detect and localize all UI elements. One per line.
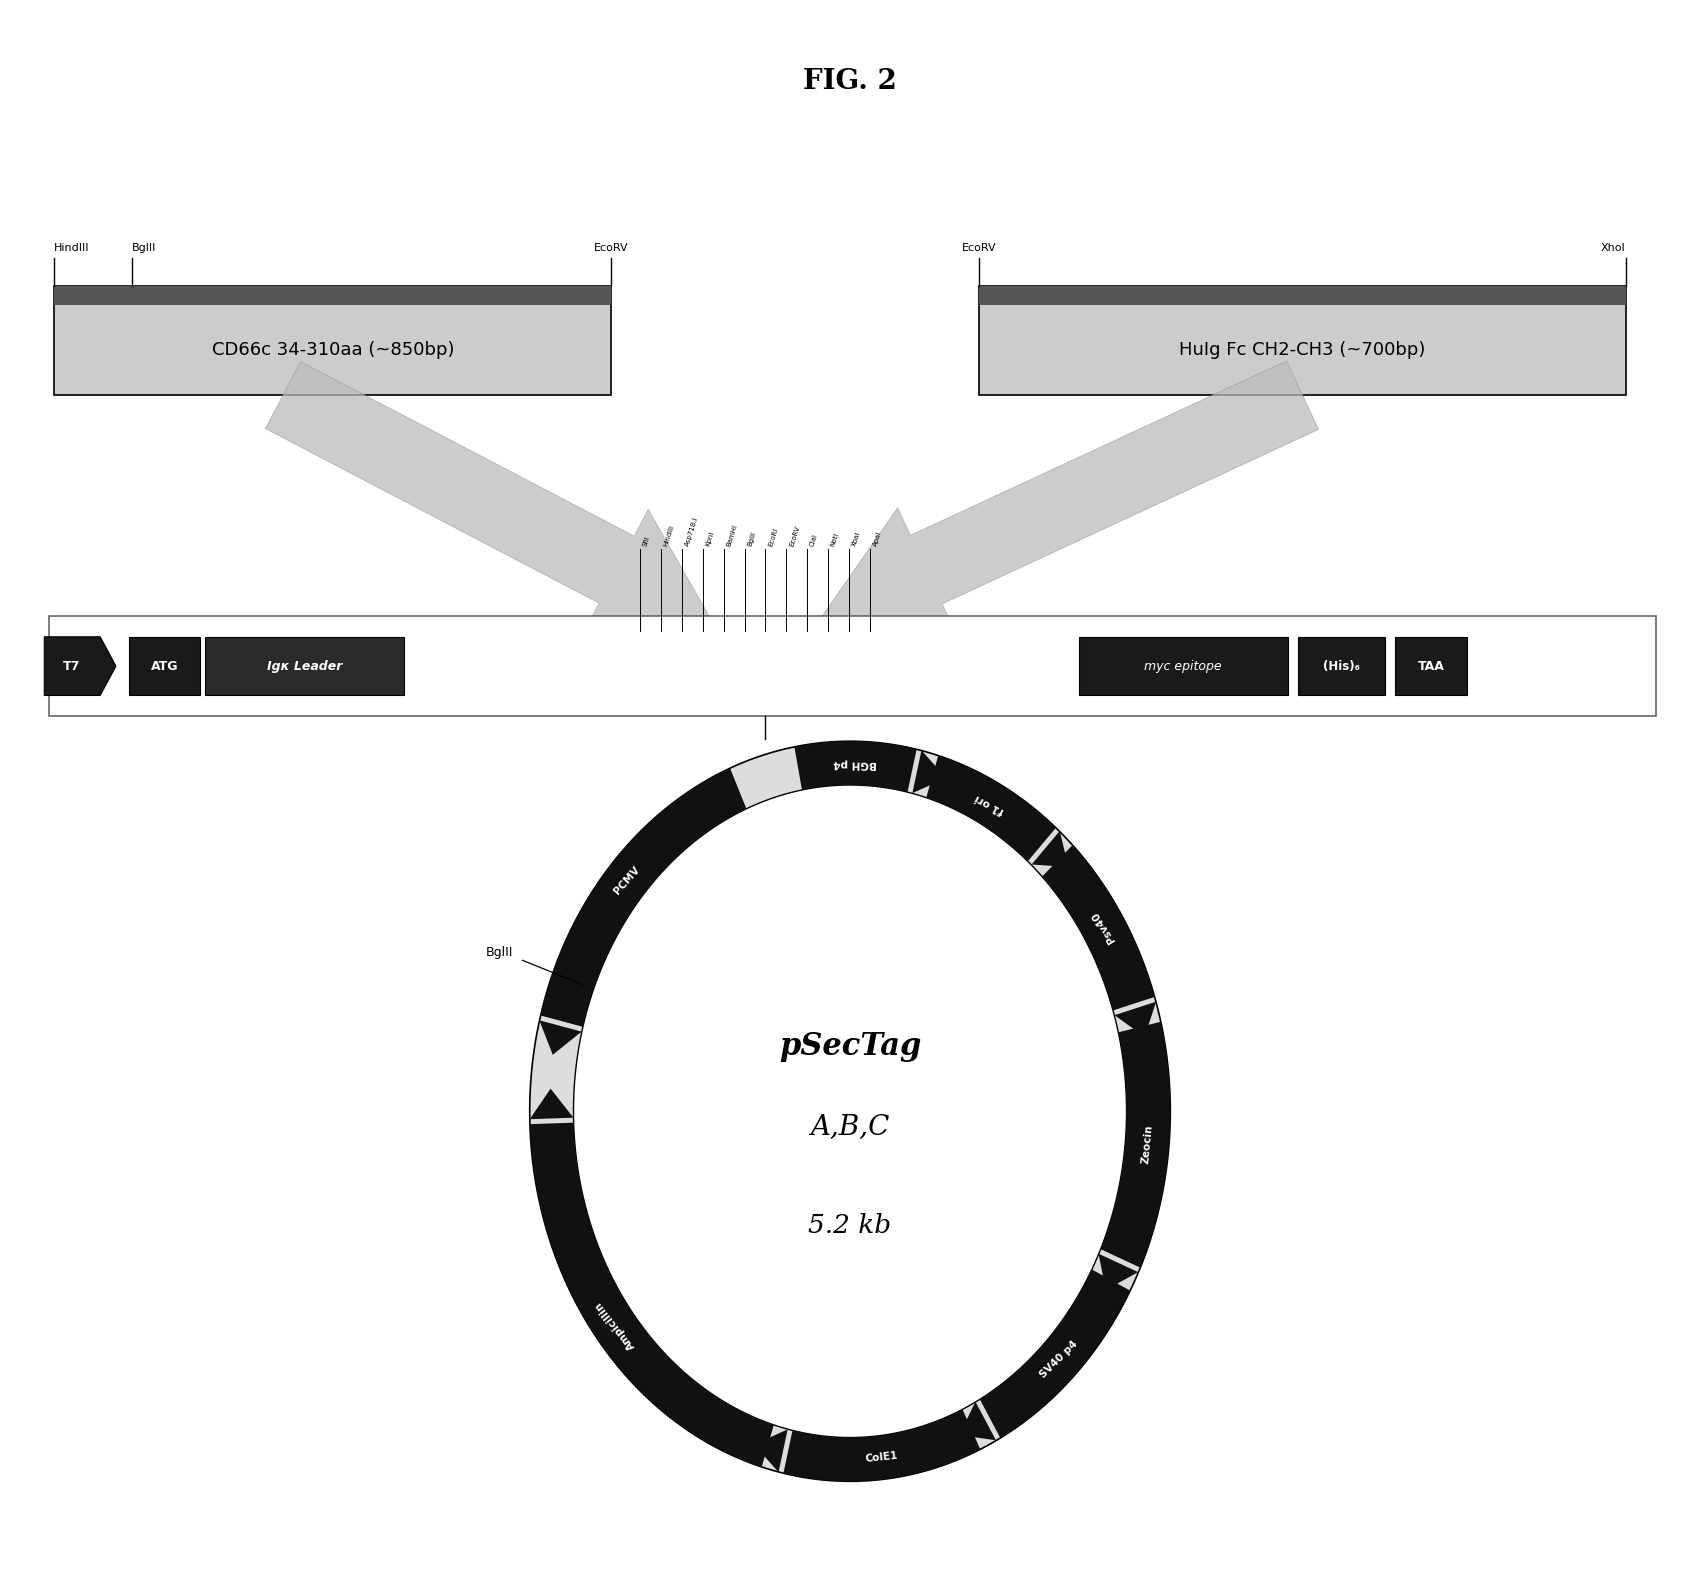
Text: EcoRV: EcoRV <box>962 242 996 253</box>
Text: ColE1: ColE1 <box>865 1450 897 1464</box>
Polygon shape <box>530 741 1170 1482</box>
Text: XbaI: XbaI <box>852 530 862 547</box>
Text: (His)₆: (His)₆ <box>1323 659 1359 673</box>
Text: HindIII: HindIII <box>662 524 676 547</box>
FancyBboxPatch shape <box>979 286 1626 305</box>
Text: EcoRV: EcoRV <box>788 525 800 547</box>
Text: FIG. 2: FIG. 2 <box>804 68 897 96</box>
Polygon shape <box>1032 831 1068 867</box>
Text: T7: T7 <box>63 659 80 673</box>
FancyBboxPatch shape <box>49 617 1655 716</box>
Text: BglII: BglII <box>133 242 157 253</box>
Text: BGH p4: BGH p4 <box>833 758 877 769</box>
Text: KpnI: KpnI <box>705 530 715 547</box>
Text: BglII: BglII <box>485 945 513 960</box>
Polygon shape <box>540 768 746 1027</box>
FancyBboxPatch shape <box>1078 637 1287 695</box>
Polygon shape <box>574 785 1127 1438</box>
Text: f1 ori: f1 ori <box>974 793 1006 816</box>
Text: XhoI: XhoI <box>1601 242 1626 253</box>
Text: PCMV: PCMV <box>611 865 642 897</box>
Text: BglII: BglII <box>746 532 756 547</box>
Text: ApaI: ApaI <box>872 530 882 547</box>
Polygon shape <box>783 1409 981 1482</box>
Text: Asp718.I: Asp718.I <box>685 516 698 547</box>
Polygon shape <box>44 637 116 695</box>
Polygon shape <box>926 755 1056 862</box>
Polygon shape <box>530 1123 773 1468</box>
Polygon shape <box>979 1269 1131 1438</box>
FancyBboxPatch shape <box>1298 637 1385 695</box>
Polygon shape <box>821 360 1318 631</box>
Text: Igκ Leader: Igκ Leader <box>267 659 342 673</box>
Text: TAA: TAA <box>1417 659 1444 673</box>
Text: A,B,C: A,B,C <box>811 1112 889 1140</box>
Text: ATG: ATG <box>152 659 179 673</box>
Polygon shape <box>754 1430 788 1472</box>
Text: EcoRV: EcoRV <box>594 242 628 253</box>
Text: 5.2 kb: 5.2 kb <box>809 1213 892 1238</box>
Text: BamHI: BamHI <box>725 524 739 547</box>
Polygon shape <box>266 362 710 629</box>
Text: SfiI: SfiI <box>642 535 651 547</box>
Polygon shape <box>794 741 916 793</box>
Text: HuIg Fc CH2-CH3 (~700bp): HuIg Fc CH2-CH3 (~700bp) <box>1180 341 1425 359</box>
Polygon shape <box>540 1021 582 1055</box>
Text: HindIII: HindIII <box>54 242 90 253</box>
Polygon shape <box>1098 1254 1138 1290</box>
Polygon shape <box>1100 1022 1170 1268</box>
FancyBboxPatch shape <box>979 286 1626 395</box>
FancyBboxPatch shape <box>54 286 611 395</box>
Polygon shape <box>913 750 947 793</box>
Text: Zeocin: Zeocin <box>1141 1125 1155 1164</box>
Polygon shape <box>530 1089 574 1120</box>
Text: EcoRI: EcoRI <box>768 527 778 547</box>
Text: pSecTag: pSecTag <box>778 1032 921 1062</box>
Text: myc epitope: myc epitope <box>1144 659 1223 673</box>
FancyBboxPatch shape <box>54 286 611 305</box>
FancyBboxPatch shape <box>206 637 404 695</box>
Text: Psv40: Psv40 <box>1090 909 1117 944</box>
Text: NotI: NotI <box>829 532 840 547</box>
Polygon shape <box>1042 845 1155 1010</box>
Polygon shape <box>1114 1002 1156 1037</box>
Text: CD66c 34-310aa (~850bp): CD66c 34-310aa (~850bp) <box>211 341 455 359</box>
Text: Ampicillin: Ampicillin <box>593 1299 637 1351</box>
Polygon shape <box>959 1402 996 1441</box>
FancyBboxPatch shape <box>129 637 201 695</box>
Text: ClaI: ClaI <box>809 533 819 547</box>
Text: SV40 p4: SV40 p4 <box>1039 1339 1080 1380</box>
FancyBboxPatch shape <box>1395 637 1466 695</box>
